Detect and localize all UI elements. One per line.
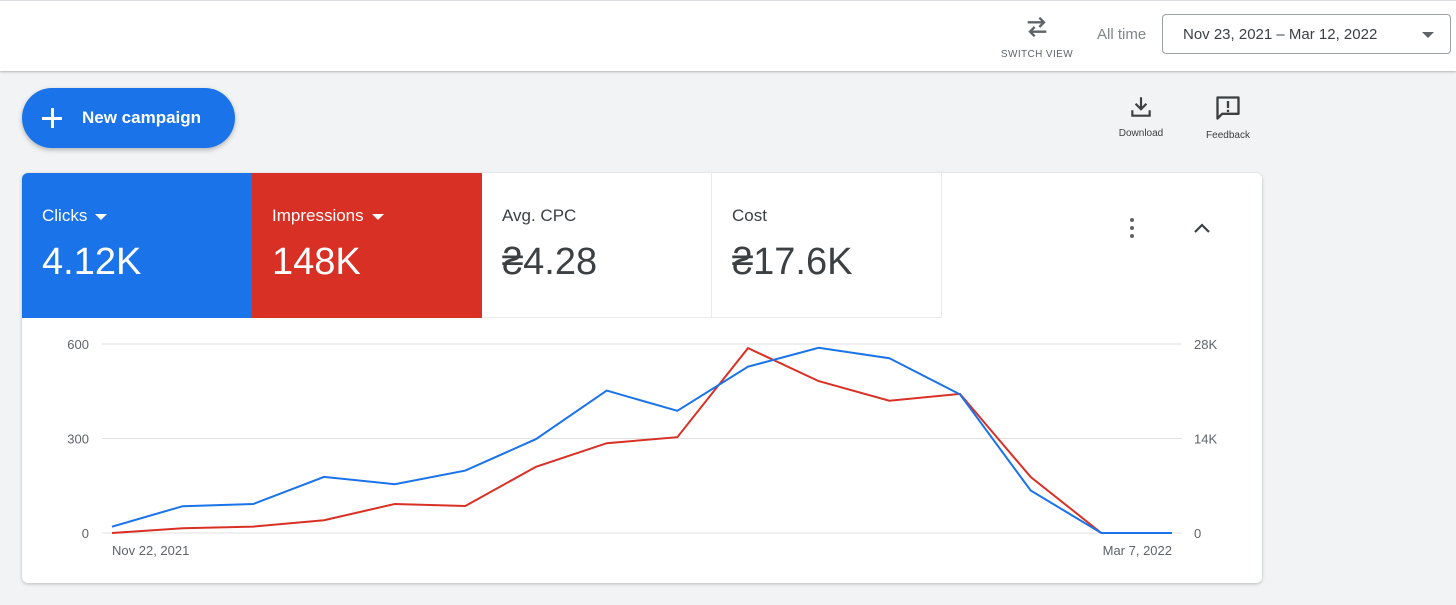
- metric-value: ₴17.6K: [732, 241, 853, 283]
- metric-impressions[interactable]: Impressions 148K: [252, 173, 482, 318]
- performance-card: Clicks 4.12K Impressions 148K Avg. CPC ₴…: [22, 173, 1262, 583]
- dropdown-arrow-icon: [95, 213, 108, 220]
- all-time-label: All time: [1097, 26, 1147, 43]
- download-icon: [1131, 97, 1151, 117]
- metric-clicks[interactable]: Clicks 4.12K: [22, 173, 252, 318]
- feedback-icon: [1216, 96, 1240, 120]
- x-axis-end-label: Mar 7, 2022: [1103, 543, 1172, 558]
- swap-icon: [1027, 16, 1047, 38]
- series-line-impressions: [111, 346, 1172, 534]
- metric-value: 4.12K: [42, 241, 142, 283]
- chevron-up-icon: [1194, 223, 1210, 233]
- right-axis-tick-label: 14K: [1194, 432, 1217, 447]
- plus-icon: [40, 106, 64, 130]
- right-axis-tick-label: 28K: [1194, 337, 1217, 352]
- right-axis-tick-label: 0: [1194, 526, 1201, 541]
- top-bar: SWITCH VIEW All time Nov 23, 2021 – Mar …: [0, 0, 1456, 71]
- metric-cost[interactable]: Cost ₴17.6K: [712, 173, 942, 318]
- more-vert-icon: [1130, 218, 1134, 222]
- feedback-label: Feedback: [1206, 130, 1250, 141]
- metric-name: Avg. CPC: [502, 206, 577, 225]
- metric-name: Impressions: [272, 206, 364, 225]
- metric-value: ₴4.28: [502, 241, 598, 283]
- metric-value: 148K: [272, 241, 361, 283]
- more-vert-icon-dot: [1130, 226, 1134, 230]
- performance-chart: 0 0 300 14K 600 28K Nov 22, 2021 Mar 7, 2022: [67, 337, 1217, 558]
- feedback-button[interactable]: Feedback: [1193, 92, 1263, 144]
- collapse-button[interactable]: [1187, 213, 1217, 243]
- left-axis-tick-label: 0: [82, 526, 89, 541]
- date-range-select[interactable]: Nov 23, 2021 – Mar 12, 2022: [1162, 14, 1451, 54]
- new-campaign-label: New campaign: [82, 108, 202, 127]
- x-axis-start-label: Nov 22, 2021: [112, 543, 189, 558]
- more-vert-icon-dot: [1130, 234, 1134, 238]
- switch-view-label: SWITCH VIEW: [1000, 49, 1074, 60]
- dropdown-arrow-icon: [371, 213, 384, 220]
- new-campaign-button[interactable]: New campaign: [22, 88, 235, 148]
- metric-name: Cost: [732, 206, 767, 225]
- download-label: Download: [1118, 128, 1164, 139]
- download-button[interactable]: Download: [1106, 92, 1176, 144]
- switch-view-button[interactable]: SWITCH VIEW: [996, 9, 1078, 67]
- date-range-value: Nov 23, 2021 – Mar 12, 2022: [1183, 26, 1378, 43]
- more-options-button[interactable]: [1117, 213, 1147, 243]
- left-axis-tick-label: 600: [67, 337, 89, 352]
- metric-name: Clicks: [42, 206, 88, 225]
- left-axis-tick-label: 300: [67, 432, 89, 447]
- dropdown-arrow-icon: [1422, 32, 1434, 38]
- metric-avg-cpc[interactable]: Avg. CPC ₴4.28: [482, 173, 712, 318]
- series-line-clicks: [111, 346, 1172, 534]
